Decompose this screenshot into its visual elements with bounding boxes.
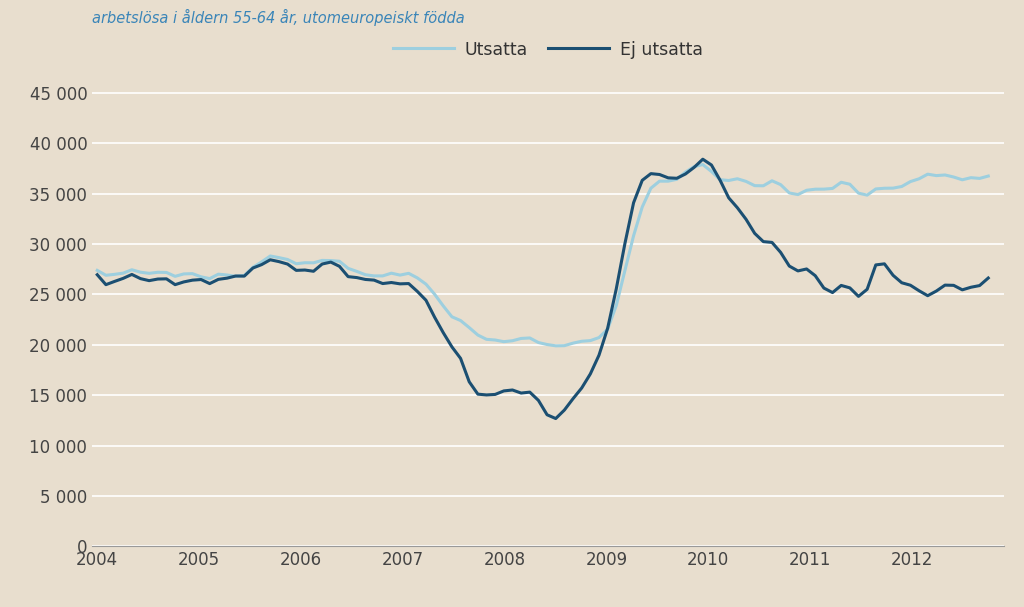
Ej utsatta (550, 415, 562, 422)
Line: Ej utsatta: Ej utsatta (97, 159, 988, 419)
Utsatta (550, 342, 562, 350)
Ej utsatta (350, 274, 362, 281)
Ej utsatta (922, 292, 934, 299)
Ej utsatta (117, 275, 129, 282)
Utsatta (316, 257, 329, 264)
Ej utsatta (316, 260, 329, 268)
Legend: Utsatta, Ej utsatta: Utsatta, Ej utsatta (386, 34, 710, 66)
Ej utsatta (91, 271, 103, 279)
Ej utsatta (982, 274, 994, 282)
Utsatta (965, 174, 977, 181)
Text: arbetslösa i åldern 55-64 år, utomeuropeiskt födda: arbetslösa i åldern 55-64 år, utomeurope… (92, 9, 465, 26)
Ej utsatta (696, 155, 709, 163)
Utsatta (91, 266, 103, 274)
Utsatta (696, 161, 709, 168)
Ej utsatta (532, 397, 545, 404)
Ej utsatta (965, 283, 977, 291)
Utsatta (350, 268, 362, 275)
Utsatta (117, 270, 129, 277)
Line: Utsatta: Utsatta (97, 164, 988, 346)
Utsatta (922, 171, 934, 178)
Utsatta (982, 172, 994, 180)
Utsatta (532, 339, 545, 346)
